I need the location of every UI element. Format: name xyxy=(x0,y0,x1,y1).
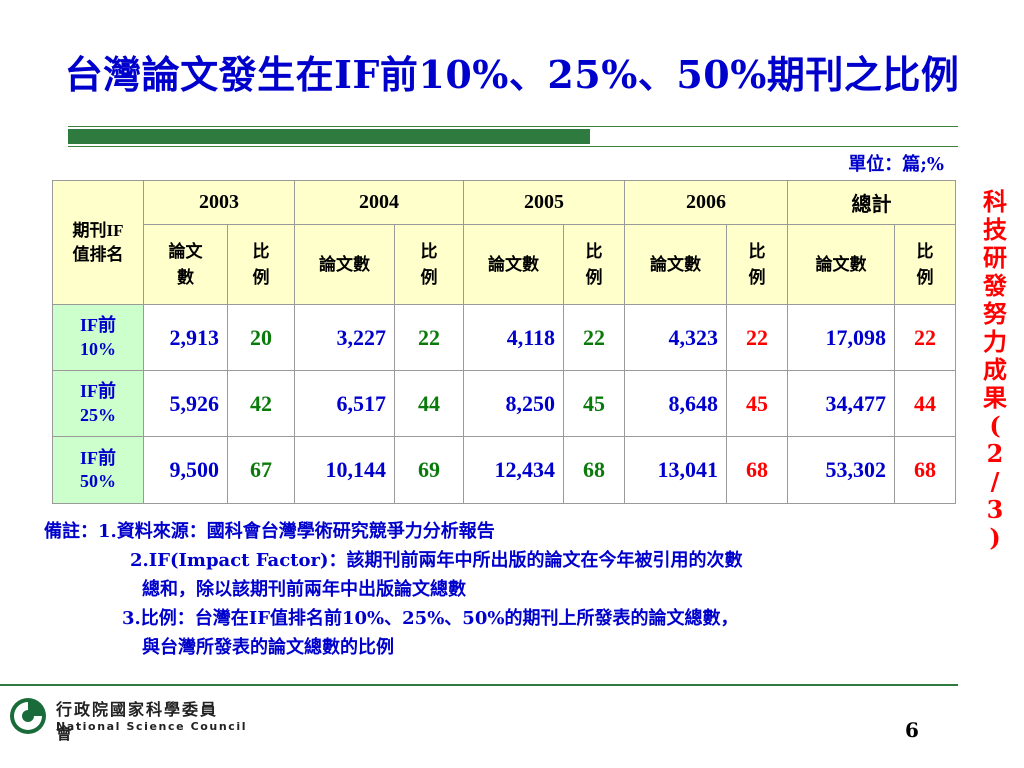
ratio: 67 xyxy=(227,436,295,504)
side-char: 成 xyxy=(983,355,1007,384)
ratio: 22 xyxy=(394,304,464,371)
paper-count: 4,118 xyxy=(463,304,564,371)
paper-count: 5,926 xyxy=(143,370,228,437)
side-char: 力 xyxy=(983,327,1007,356)
title-rule-bottom xyxy=(68,146,958,147)
logo-text-en: National Science Council xyxy=(56,720,248,733)
note-line-2: 2.IF(Impact Factor)：該期刊前兩年中所出版的論文在今年被引用的… xyxy=(130,550,743,571)
paper-count: 6,517 xyxy=(294,370,395,437)
side-char: 努 xyxy=(983,299,1007,328)
ratio-highlight: 22 xyxy=(726,304,788,371)
paper-count-total: 34,477 xyxy=(787,370,895,437)
side-char: 2 xyxy=(986,439,1004,468)
paper-count: 13,041 xyxy=(624,436,727,504)
title-rule-bar xyxy=(68,129,590,144)
ratio-total: 44 xyxy=(894,370,956,437)
corner-header-text: 期刊IF 值排名 xyxy=(72,220,124,264)
col-header-ratio: 比 例 xyxy=(563,224,625,305)
ratio: 69 xyxy=(394,436,464,504)
logo-text-cn: 行政院國家科學委員會 xyxy=(56,700,219,743)
unit-label: 單位：篇;% xyxy=(848,154,944,175)
slide-title: 台灣論文發生在IF前10%、25%、50%期刊之比例 xyxy=(64,52,960,97)
year-header: 2006 xyxy=(624,180,788,225)
row-label: IF前 50% xyxy=(52,436,144,504)
side-char: 3 xyxy=(986,495,1004,524)
side-char: 發 xyxy=(983,271,1007,300)
side-char: 果 xyxy=(983,383,1007,412)
side-char: 技 xyxy=(983,215,1007,244)
corner-header: 期刊IF 值排名 xyxy=(52,180,144,305)
table-row: IF前 50% 9,500 67 10,144 69 12,434 68 13,… xyxy=(52,436,956,504)
paper-count-total: 53,302 xyxy=(787,436,895,504)
side-char: ( xyxy=(989,411,1001,440)
col-header-count: 論文數 xyxy=(787,224,895,305)
year-header: 2005 xyxy=(463,180,625,225)
paper-count: 4,323 xyxy=(624,304,727,371)
paper-count: 12,434 xyxy=(463,436,564,504)
year-header: 2004 xyxy=(294,180,464,225)
paper-count: 8,250 xyxy=(463,370,564,437)
col-header-count: 論文數 xyxy=(294,224,395,305)
note-line-2-cont: 總和，除以該期刊前兩年中出版論文總數 xyxy=(142,579,466,600)
table-row: IF前 25% 5,926 42 6,517 44 8,250 45 8,648… xyxy=(52,370,956,437)
ratio-total: 68 xyxy=(894,436,956,504)
ratio: 20 xyxy=(227,304,295,371)
page-number: 6 xyxy=(905,718,919,742)
footnotes: 備註：1.資料來源：國科會台灣學術研究競爭力分析報告 2.IF(Impact F… xyxy=(44,517,974,662)
paper-count: 3,227 xyxy=(294,304,395,371)
col-header-ratio: 比 例 xyxy=(894,224,956,305)
col-header-ratio: 比 例 xyxy=(227,224,295,305)
col-header-ratio: 比 例 xyxy=(394,224,464,305)
side-char: 科 xyxy=(983,187,1007,216)
side-char: 研 xyxy=(983,243,1007,272)
paper-count: 9,500 xyxy=(143,436,228,504)
nsc-emblem-icon xyxy=(10,698,46,734)
ratio-total: 22 xyxy=(894,304,956,371)
paper-count-total: 17,098 xyxy=(787,304,895,371)
col-header-count: 論文數 xyxy=(463,224,564,305)
paper-count: 2,913 xyxy=(143,304,228,371)
paper-count: 10,144 xyxy=(294,436,395,504)
row-label: IF前 25% xyxy=(52,370,144,437)
note-line-3: 3.比例：台灣在IF值排名前10%、25%、50%的期刊上所發表的論文總數， xyxy=(122,608,739,629)
paper-count: 8,648 xyxy=(624,370,727,437)
side-char: ) xyxy=(989,523,1001,552)
ratio-highlight: 45 xyxy=(726,370,788,437)
footer-rule xyxy=(0,684,958,686)
side-vertical-label: 科 技 研 發 努 力 成 果 ( 2 / 3 ) xyxy=(975,188,1015,552)
col-header-ratio: 比 例 xyxy=(726,224,788,305)
side-char: / xyxy=(990,467,1000,496)
ratio: 45 xyxy=(563,370,625,437)
total-header: 總計 xyxy=(787,180,956,225)
ratio: 44 xyxy=(394,370,464,437)
year-header: 2003 xyxy=(143,180,295,225)
ratio: 68 xyxy=(563,436,625,504)
title-rule-top xyxy=(68,126,958,127)
if-ratio-table: 期刊IF 值排名 2003 2004 2005 2006 總計 論文 數 比 例… xyxy=(52,180,956,504)
col-header-count: 論文數 xyxy=(624,224,727,305)
ratio-highlight: 68 xyxy=(726,436,788,504)
nsc-logo: 行政院國家科學委員會 National Science Council xyxy=(8,694,246,743)
note-line-3-cont: 與台灣所發表的論文總數的比例 xyxy=(142,637,394,658)
table-row: IF前 10% 2,913 20 3,227 22 4,118 22 4,323… xyxy=(52,304,956,371)
ratio: 22 xyxy=(563,304,625,371)
ratio: 42 xyxy=(227,370,295,437)
note-line-1: 備註：1.資料來源：國科會台灣學術研究競爭力分析報告 xyxy=(44,521,495,542)
row-label: IF前 10% xyxy=(52,304,144,371)
col-header-count: 論文 數 xyxy=(143,224,228,305)
